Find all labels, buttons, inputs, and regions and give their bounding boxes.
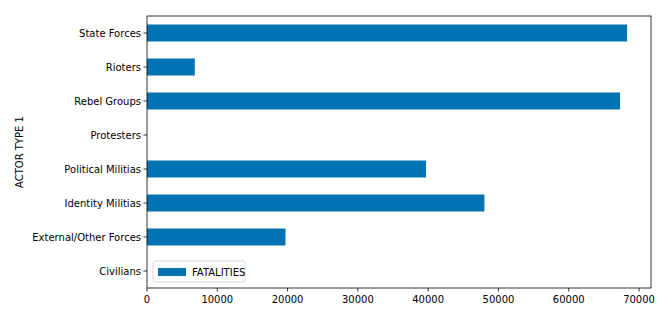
x-tick bbox=[498, 288, 499, 292]
legend-box bbox=[153, 261, 245, 282]
y-tick bbox=[144, 203, 148, 204]
x-tick-label: 10000 bbox=[201, 294, 233, 305]
y-tick bbox=[144, 33, 148, 34]
legend-label: FATALITIES bbox=[192, 267, 245, 278]
x-tick-label: 0 bbox=[144, 294, 150, 305]
y-tick-label: Civilians bbox=[99, 266, 141, 277]
y-tick-label: Rebel Groups bbox=[74, 96, 141, 107]
y-tick-label: Protesters bbox=[90, 130, 141, 141]
bar bbox=[147, 93, 620, 110]
y-tick bbox=[144, 169, 148, 170]
x-tick-label: 60000 bbox=[553, 294, 585, 305]
x-tick-label: 30000 bbox=[342, 294, 374, 305]
bar bbox=[147, 161, 426, 178]
chart-svg: 0 10000 20000 30000 40000 50000 60000 70000 Civi… bbox=[0, 0, 668, 316]
y-tick bbox=[144, 271, 148, 272]
bar bbox=[147, 229, 285, 246]
bar bbox=[147, 59, 195, 76]
x-tick bbox=[639, 288, 640, 292]
y-tick bbox=[144, 237, 148, 238]
x-tick bbox=[287, 288, 288, 292]
x-tick bbox=[568, 288, 569, 292]
x-tick bbox=[428, 288, 429, 292]
x-tick-label: 50000 bbox=[483, 294, 515, 305]
x-tick bbox=[147, 288, 148, 292]
x-tick bbox=[357, 288, 358, 292]
y-tick bbox=[144, 101, 148, 102]
y-tick bbox=[144, 135, 148, 136]
y-tick-label: Political Militias bbox=[64, 164, 141, 175]
y-tick bbox=[144, 67, 148, 68]
y-axis-label: ACTOR TYPE 1 bbox=[14, 116, 25, 188]
legend-swatch bbox=[158, 268, 186, 276]
legend: FATALITIES bbox=[153, 261, 245, 282]
y-tick-label: External/Other Forces bbox=[32, 232, 141, 243]
x-tick-label: 70000 bbox=[623, 294, 655, 305]
x-tick-label: 40000 bbox=[412, 294, 444, 305]
x-tick bbox=[217, 288, 218, 292]
bar bbox=[147, 195, 484, 212]
plot-frame bbox=[147, 16, 651, 288]
bar bbox=[147, 25, 627, 42]
chart-container: 0 10000 20000 30000 40000 50000 60000 70000 Civi… bbox=[0, 0, 668, 316]
y-tick-label: Identity Militias bbox=[64, 198, 141, 209]
y-tick-label: Rioters bbox=[106, 62, 141, 73]
y-tick-label: State Forces bbox=[79, 28, 141, 39]
bars bbox=[147, 25, 627, 246]
x-tick-label: 20000 bbox=[272, 294, 304, 305]
